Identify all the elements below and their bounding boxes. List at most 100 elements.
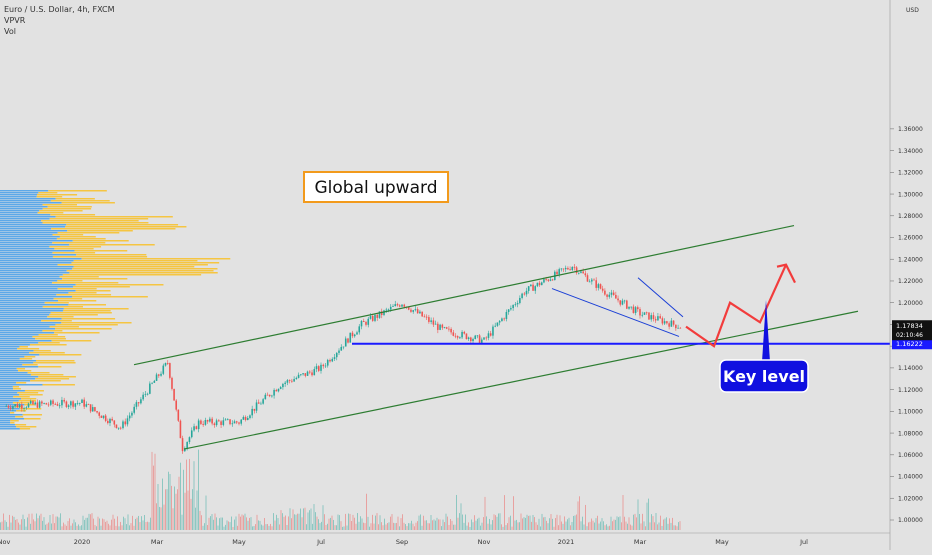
wedge-upper-line[interactable] (637, 277, 684, 318)
volume-bar (399, 526, 400, 530)
volume-bar (567, 519, 568, 530)
channel-lower-line[interactable] (183, 310, 859, 450)
volume-bar (271, 526, 273, 530)
volume-bar (141, 516, 142, 530)
vp-bar-buy (0, 326, 50, 328)
volume-bar (130, 523, 132, 530)
candle-body (342, 346, 345, 348)
volume-bar (313, 504, 315, 530)
wedge-lower-line[interactable] (551, 288, 680, 337)
volume-bar (255, 524, 256, 530)
vp-bar-buy (0, 390, 25, 392)
volume-bar (192, 489, 193, 530)
price-tick-label: 1.00000 (898, 517, 923, 524)
vp-bar-buy (0, 222, 43, 224)
candle-body (315, 366, 318, 370)
volume-bar (336, 525, 337, 530)
vp-bar-buy (0, 402, 13, 404)
volume-bar (333, 519, 334, 530)
candle-body (295, 377, 298, 380)
price-tick-label: 1.12000 (898, 387, 923, 394)
volume-bar (96, 526, 97, 530)
volume-bar (466, 525, 468, 530)
candle-body (498, 321, 501, 323)
candle-body (365, 321, 367, 325)
volume-bar (120, 521, 121, 530)
price-axis[interactable]: USD 1.36000 1.34000 1.32000 1.30000 1.28000 1… (889, 0, 923, 550)
candle-body (137, 402, 140, 404)
volume-bar (108, 523, 109, 530)
vp-bar-buy (0, 244, 70, 246)
candle-body (507, 309, 510, 312)
indicator-vpvr[interactable]: VPVR (4, 16, 26, 25)
price-tick-label: 1.30000 (898, 191, 923, 198)
vp-bar-sell (19, 346, 28, 348)
candle-body (184, 448, 186, 452)
volume-bar (249, 517, 250, 530)
price-tick-label: 1.24000 (898, 256, 923, 263)
candle-body (56, 404, 59, 406)
volume-bar (259, 520, 261, 530)
volume-bar (204, 523, 205, 530)
volume-bar (9, 514, 10, 530)
symbol-title[interactable]: Euro / U.S. Dollar, 4h, FXCM (4, 5, 115, 14)
volume-bar (265, 524, 267, 530)
volume-bar (291, 518, 292, 530)
time-axis[interactable]: Nov 2020 Mar May Jul Sep Nov 2021 Mar May Jul (0, 532, 890, 546)
volume-bar (369, 526, 370, 530)
vp-bar-sell (35, 338, 66, 340)
volume-bar (67, 521, 69, 530)
volume-bar (591, 518, 592, 530)
candle-body (519, 298, 521, 304)
candle-body (675, 324, 677, 329)
indicator-vol[interactable]: Vol (4, 27, 16, 36)
candle-body (5, 405, 8, 407)
volume-bar (243, 515, 244, 530)
volume-bar (492, 520, 493, 530)
volume-bar (319, 523, 321, 530)
projection-path[interactable] (685, 264, 788, 348)
volume-bar (501, 524, 502, 530)
volume-bar (505, 525, 507, 530)
volume-bar (540, 526, 541, 530)
volume-bar (321, 521, 322, 530)
volume-bar (165, 489, 166, 530)
volume-bar (334, 525, 336, 530)
volume-bar (102, 518, 103, 530)
vp-bar-sell (37, 212, 64, 214)
volume-bar (480, 525, 481, 530)
candle-body (109, 418, 111, 424)
candle-body (558, 269, 560, 275)
volume-bar (4, 520, 6, 530)
candle-body (478, 335, 481, 343)
vp-bar-sell (33, 362, 76, 364)
key-level-callout[interactable]: Key level (719, 300, 809, 393)
volume-bar (69, 518, 70, 530)
vp-bar-sell (41, 320, 72, 322)
volume-bar (214, 513, 216, 530)
vp-bar-sell (57, 264, 208, 266)
candle-body (175, 400, 178, 410)
volume-bar (564, 516, 565, 530)
volume-bar (99, 518, 100, 530)
candle-body (158, 374, 160, 376)
vp-bar-sell (69, 272, 218, 274)
vp-bar-buy (0, 276, 60, 278)
vp-bar-buy (0, 238, 57, 240)
volume-bar (13, 516, 15, 530)
volume-bar (285, 515, 286, 530)
volume-bar (6, 521, 7, 530)
vp-bar-buy (0, 332, 55, 334)
volume-bar (352, 514, 354, 530)
global-upward-label[interactable]: Global upward (303, 171, 449, 203)
vp-bar-sell (24, 390, 44, 392)
candle-body (91, 407, 94, 412)
candle-body (188, 437, 191, 443)
channel-upper-line[interactable] (133, 224, 795, 366)
vp-bar-buy (0, 346, 20, 348)
vp-bar-sell (50, 214, 96, 216)
vp-bar-buy (0, 372, 28, 374)
volume-bar (25, 526, 27, 530)
